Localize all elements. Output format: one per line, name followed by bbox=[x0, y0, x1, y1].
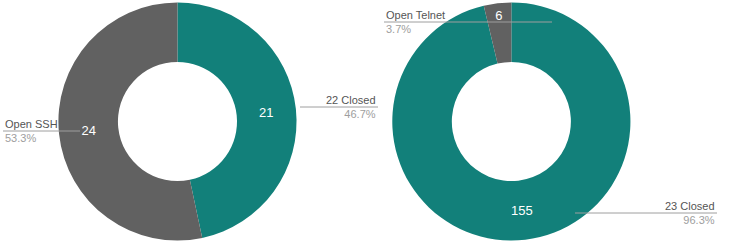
svg-text:22 Closed46.7%: 22 Closed46.7% bbox=[326, 94, 376, 120]
svg-text:24: 24 bbox=[81, 123, 95, 138]
svg-text:Open SSH53.3%: Open SSH53.3% bbox=[5, 118, 58, 144]
svg-text:23 Closed96.3%: 23 Closed96.3% bbox=[665, 200, 715, 226]
svg-text:21: 21 bbox=[259, 105, 273, 120]
svg-text:Open Telnet3.7%: Open Telnet3.7% bbox=[386, 9, 445, 35]
svg-text:6: 6 bbox=[495, 8, 502, 23]
svg-text:155: 155 bbox=[511, 203, 533, 218]
